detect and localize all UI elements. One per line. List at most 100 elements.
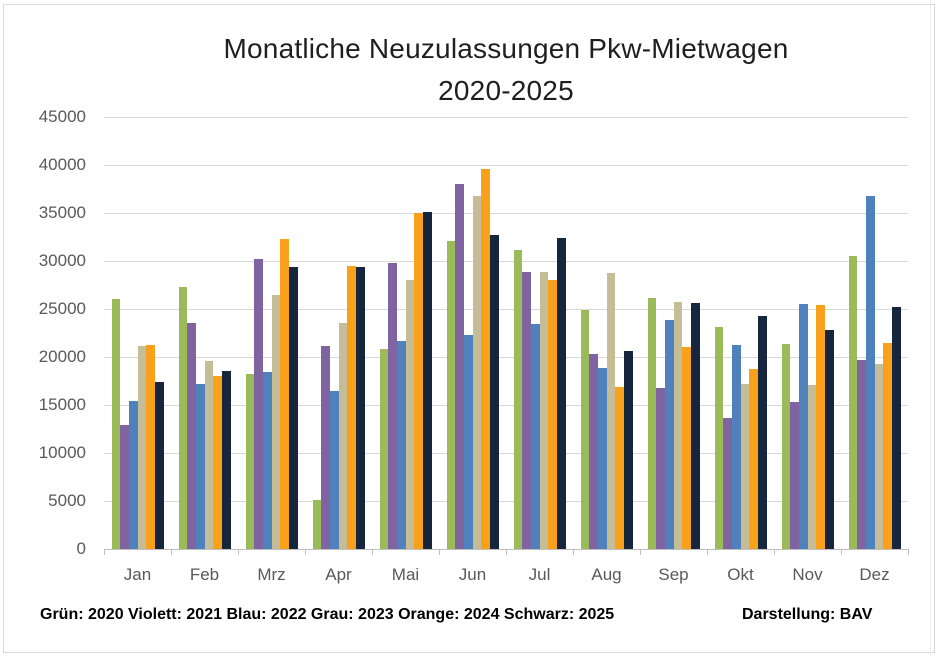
bar-2022-mai xyxy=(396,341,406,549)
bar-2021-sep xyxy=(656,388,665,549)
bar-2021-mai xyxy=(388,263,397,549)
bar-2025-okt xyxy=(757,316,767,549)
bar-2023-dez xyxy=(874,364,884,549)
bar-2022-apr xyxy=(329,391,339,549)
y-axis-label: 10000 xyxy=(38,443,86,462)
bar-2024-nov xyxy=(816,305,825,549)
bar-2023-jan xyxy=(137,346,147,549)
chart-title-line1: Monatliche Neuzulassungen Pkw-Mietwagen xyxy=(223,33,789,64)
bar-2021-feb xyxy=(187,323,196,549)
bar-2020-okt xyxy=(714,327,724,549)
bar-2023-mrz xyxy=(271,295,281,549)
axis-tick xyxy=(238,549,239,555)
bar-2020-dez xyxy=(848,256,858,549)
bar-2023-jun xyxy=(472,196,482,549)
x-axis-label: Mai xyxy=(391,565,420,584)
bar-2024-apr xyxy=(347,266,356,549)
bar-group-apr xyxy=(312,266,365,549)
bar-2022-okt xyxy=(731,345,741,549)
axis-tick xyxy=(439,549,440,555)
credit-text: Darstellung: BAV xyxy=(742,606,873,623)
bar-2020-nov xyxy=(781,344,791,549)
bar-2025-dez xyxy=(891,307,901,549)
axis-tick xyxy=(707,549,708,555)
x-axis-label: Nov xyxy=(792,565,823,584)
gridline xyxy=(104,453,908,454)
bar-2021-mrz xyxy=(254,259,263,549)
bar-2025-mai xyxy=(422,212,432,549)
bar-2021-okt xyxy=(723,418,732,549)
bar-group-dez xyxy=(848,196,901,549)
axis-tick xyxy=(305,549,306,555)
bar-group-mai xyxy=(379,212,432,549)
bar-2024-sep xyxy=(682,347,691,549)
bar-2023-okt xyxy=(740,384,750,549)
chart-title-line2: 2020-2025 xyxy=(438,75,574,106)
y-axis-label: 30000 xyxy=(38,251,86,270)
x-axis-label: Okt xyxy=(727,565,754,584)
axis-tick xyxy=(841,549,842,555)
bar-2020-jan xyxy=(111,299,121,549)
chart-title: Monatliche Neuzulassungen Pkw-Mietwagen … xyxy=(104,28,908,112)
bar-2021-aug xyxy=(589,354,598,549)
bar-2023-feb xyxy=(204,361,214,549)
bar-2021-apr xyxy=(321,346,330,549)
axis-tick xyxy=(171,549,172,555)
bar-2023-mai xyxy=(405,280,415,549)
axis-tick xyxy=(104,549,105,555)
x-axis-label: Jun xyxy=(458,565,487,584)
bar-2021-jun xyxy=(455,184,464,549)
bar-2025-mrz xyxy=(288,267,298,549)
x-axis-label: Dez xyxy=(859,565,890,584)
bar-2020-mrz xyxy=(245,374,255,549)
axis-tick xyxy=(506,549,507,555)
spreadsheet-gridline xyxy=(930,0,931,656)
bar-2021-jan xyxy=(120,425,129,549)
bar-2021-jul xyxy=(522,272,531,549)
bar-2022-dez xyxy=(865,196,875,549)
gridline xyxy=(104,117,908,118)
x-axis-label: Mrz xyxy=(257,565,286,584)
axis-tick xyxy=(573,549,574,555)
bar-2022-jan xyxy=(128,401,138,549)
bar-2020-mai xyxy=(379,349,389,549)
bar-2025-feb xyxy=(221,371,231,549)
bar-2021-dez xyxy=(857,360,866,549)
bar-2025-jul xyxy=(556,238,566,549)
bar-group-aug xyxy=(580,273,633,549)
gridline xyxy=(104,213,908,214)
bar-2020-jul xyxy=(513,250,523,549)
y-axis-label: 5000 xyxy=(48,491,86,510)
bar-2023-jul xyxy=(539,272,549,549)
bar-2024-jun xyxy=(481,169,490,549)
bar-2020-apr xyxy=(312,500,322,549)
bar-2022-mrz xyxy=(262,372,272,549)
y-axis-label: 40000 xyxy=(38,155,86,174)
bar-2022-jun xyxy=(463,335,473,549)
y-axis-label: 25000 xyxy=(38,299,86,318)
x-axis-label: Aug xyxy=(591,565,622,584)
x-axis-label: Apr xyxy=(325,565,352,584)
bar-group-nov xyxy=(781,304,834,549)
y-axis-label: 45000 xyxy=(38,107,86,126)
bar-2024-mrz xyxy=(280,239,289,549)
axis-tick xyxy=(640,549,641,555)
axis-tick xyxy=(774,549,775,555)
bar-2024-feb xyxy=(213,376,222,549)
bar-2024-jan xyxy=(146,345,155,549)
bar-group-jan xyxy=(111,299,164,549)
plot-area xyxy=(104,117,908,549)
bar-2022-feb xyxy=(195,384,205,549)
x-axis-label: Feb xyxy=(189,565,220,584)
y-axis-label: 15000 xyxy=(38,395,86,414)
bar-2020-jun xyxy=(446,241,456,549)
bar-2020-feb xyxy=(178,287,188,549)
gridline xyxy=(104,165,908,166)
x-axis-label: Sep xyxy=(658,565,689,584)
bar-2024-jul xyxy=(548,280,557,549)
x-axis-label: Jul xyxy=(528,565,551,584)
bar-2021-nov xyxy=(790,402,799,549)
y-axis-label: 20000 xyxy=(38,347,86,366)
bar-group-mrz xyxy=(245,239,298,549)
bar-2025-sep xyxy=(690,303,700,549)
